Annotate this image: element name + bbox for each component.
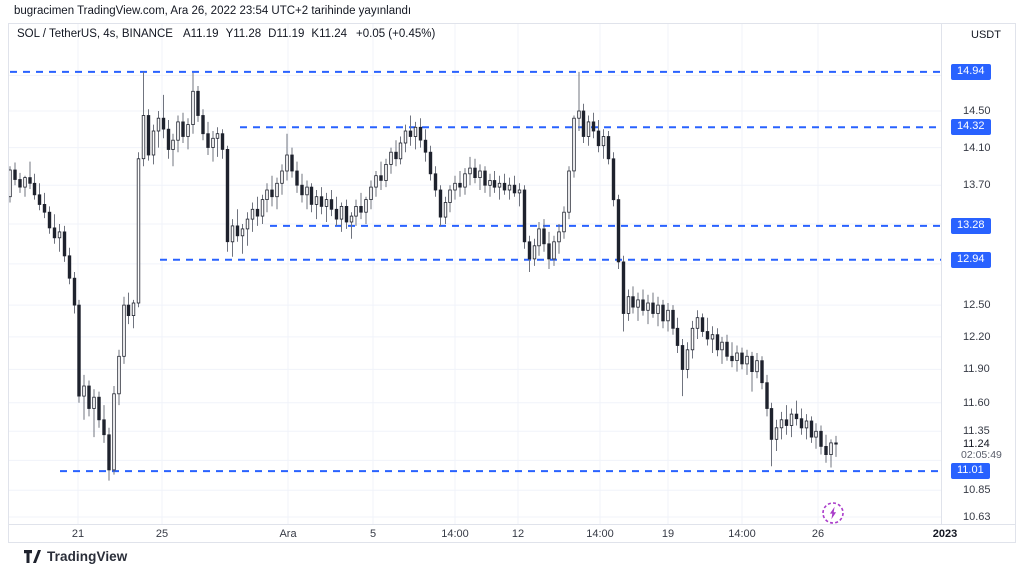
level-price-label[interactable]: 12.94: [951, 251, 991, 268]
symbol-legend[interactable]: SOL / TetherUS, 4s, BINANCE A11.19 Y11.28 D…: [17, 28, 435, 40]
level-price-label[interactable]: 14.94: [951, 63, 991, 80]
price-tick: 10.85: [963, 484, 991, 497]
publish-info: bugracimen TradingView.com, Ara 26, 2022…: [14, 0, 411, 23]
legend-ohlc-value: K11.24: [311, 28, 348, 40]
time-tick: 14:00: [586, 527, 614, 540]
tradingview-brand-text: TradingView: [47, 549, 128, 564]
time-tick: Ara: [279, 527, 297, 540]
flash-marker-icon[interactable]: [822, 502, 844, 524]
price-tick: 14.50: [963, 105, 991, 117]
legend-symbol[interactable]: SOL / TetherUS, 4s, BINANCE: [17, 28, 173, 40]
price-tick: 13.70: [963, 179, 991, 192]
chart-widget: SOL / TetherUS, 4s, BINANCE A11.19 Y11.28 D…: [8, 23, 1016, 543]
legend-ohlc-value: Y11.28: [225, 28, 262, 40]
time-tick: 5: [369, 527, 377, 540]
tradingview-logo-icon: [24, 549, 41, 563]
time-tick: 14:00: [441, 527, 469, 540]
time-tick: 14:00: [728, 527, 756, 540]
candle-countdown: 02:05:49: [961, 449, 1002, 461]
chart-pane[interactable]: SOL / TetherUS, 4s, BINANCE A11.19 Y11.28 D…: [9, 24, 941, 524]
legend-ohlc-value: D11.19: [268, 28, 305, 40]
price-tick: 14.10: [963, 141, 991, 154]
tradingview-attribution[interactable]: TradingView: [24, 549, 127, 564]
time-tick: 25: [155, 527, 169, 540]
time-tick: 26: [811, 527, 825, 540]
time-axis[interactable]: 21 25 Ara 5 14:00 12 14:00 19 14:00 26 2023: [9, 524, 1015, 542]
level-price-label[interactable]: 14.32: [951, 119, 991, 136]
price-axis[interactable]: USDT 14.50 14.10 13.70 12.50 12.20 11.90 11.60…: [941, 24, 1015, 524]
last-price-value: 11.24: [963, 438, 990, 450]
time-tick: 2023: [932, 527, 958, 540]
price-tick: 11.35: [963, 425, 990, 438]
price-tick: 10.63: [963, 511, 991, 523]
publish-info-text: bugracimen TradingView.com, Ara 26, 2022…: [14, 5, 412, 17]
price-tick: 11.60: [963, 396, 990, 409]
price-tick: 11.90: [963, 363, 990, 376]
price-tick: 12.50: [963, 299, 991, 312]
level-price-label[interactable]: 11.01: [951, 463, 990, 480]
legend-change: +0.05 (+0.45%): [356, 28, 436, 40]
candlestick-chart[interactable]: [9, 24, 941, 524]
time-tick: 19: [661, 527, 675, 540]
price-tick: 12.20: [963, 330, 991, 343]
quote-currency-label: USDT: [971, 29, 1001, 41]
legend-ohlc-value: A11.19: [182, 28, 219, 40]
time-tick: 12: [511, 527, 525, 540]
time-tick: 21: [71, 527, 85, 540]
level-price-label[interactable]: 13.28: [951, 217, 991, 234]
